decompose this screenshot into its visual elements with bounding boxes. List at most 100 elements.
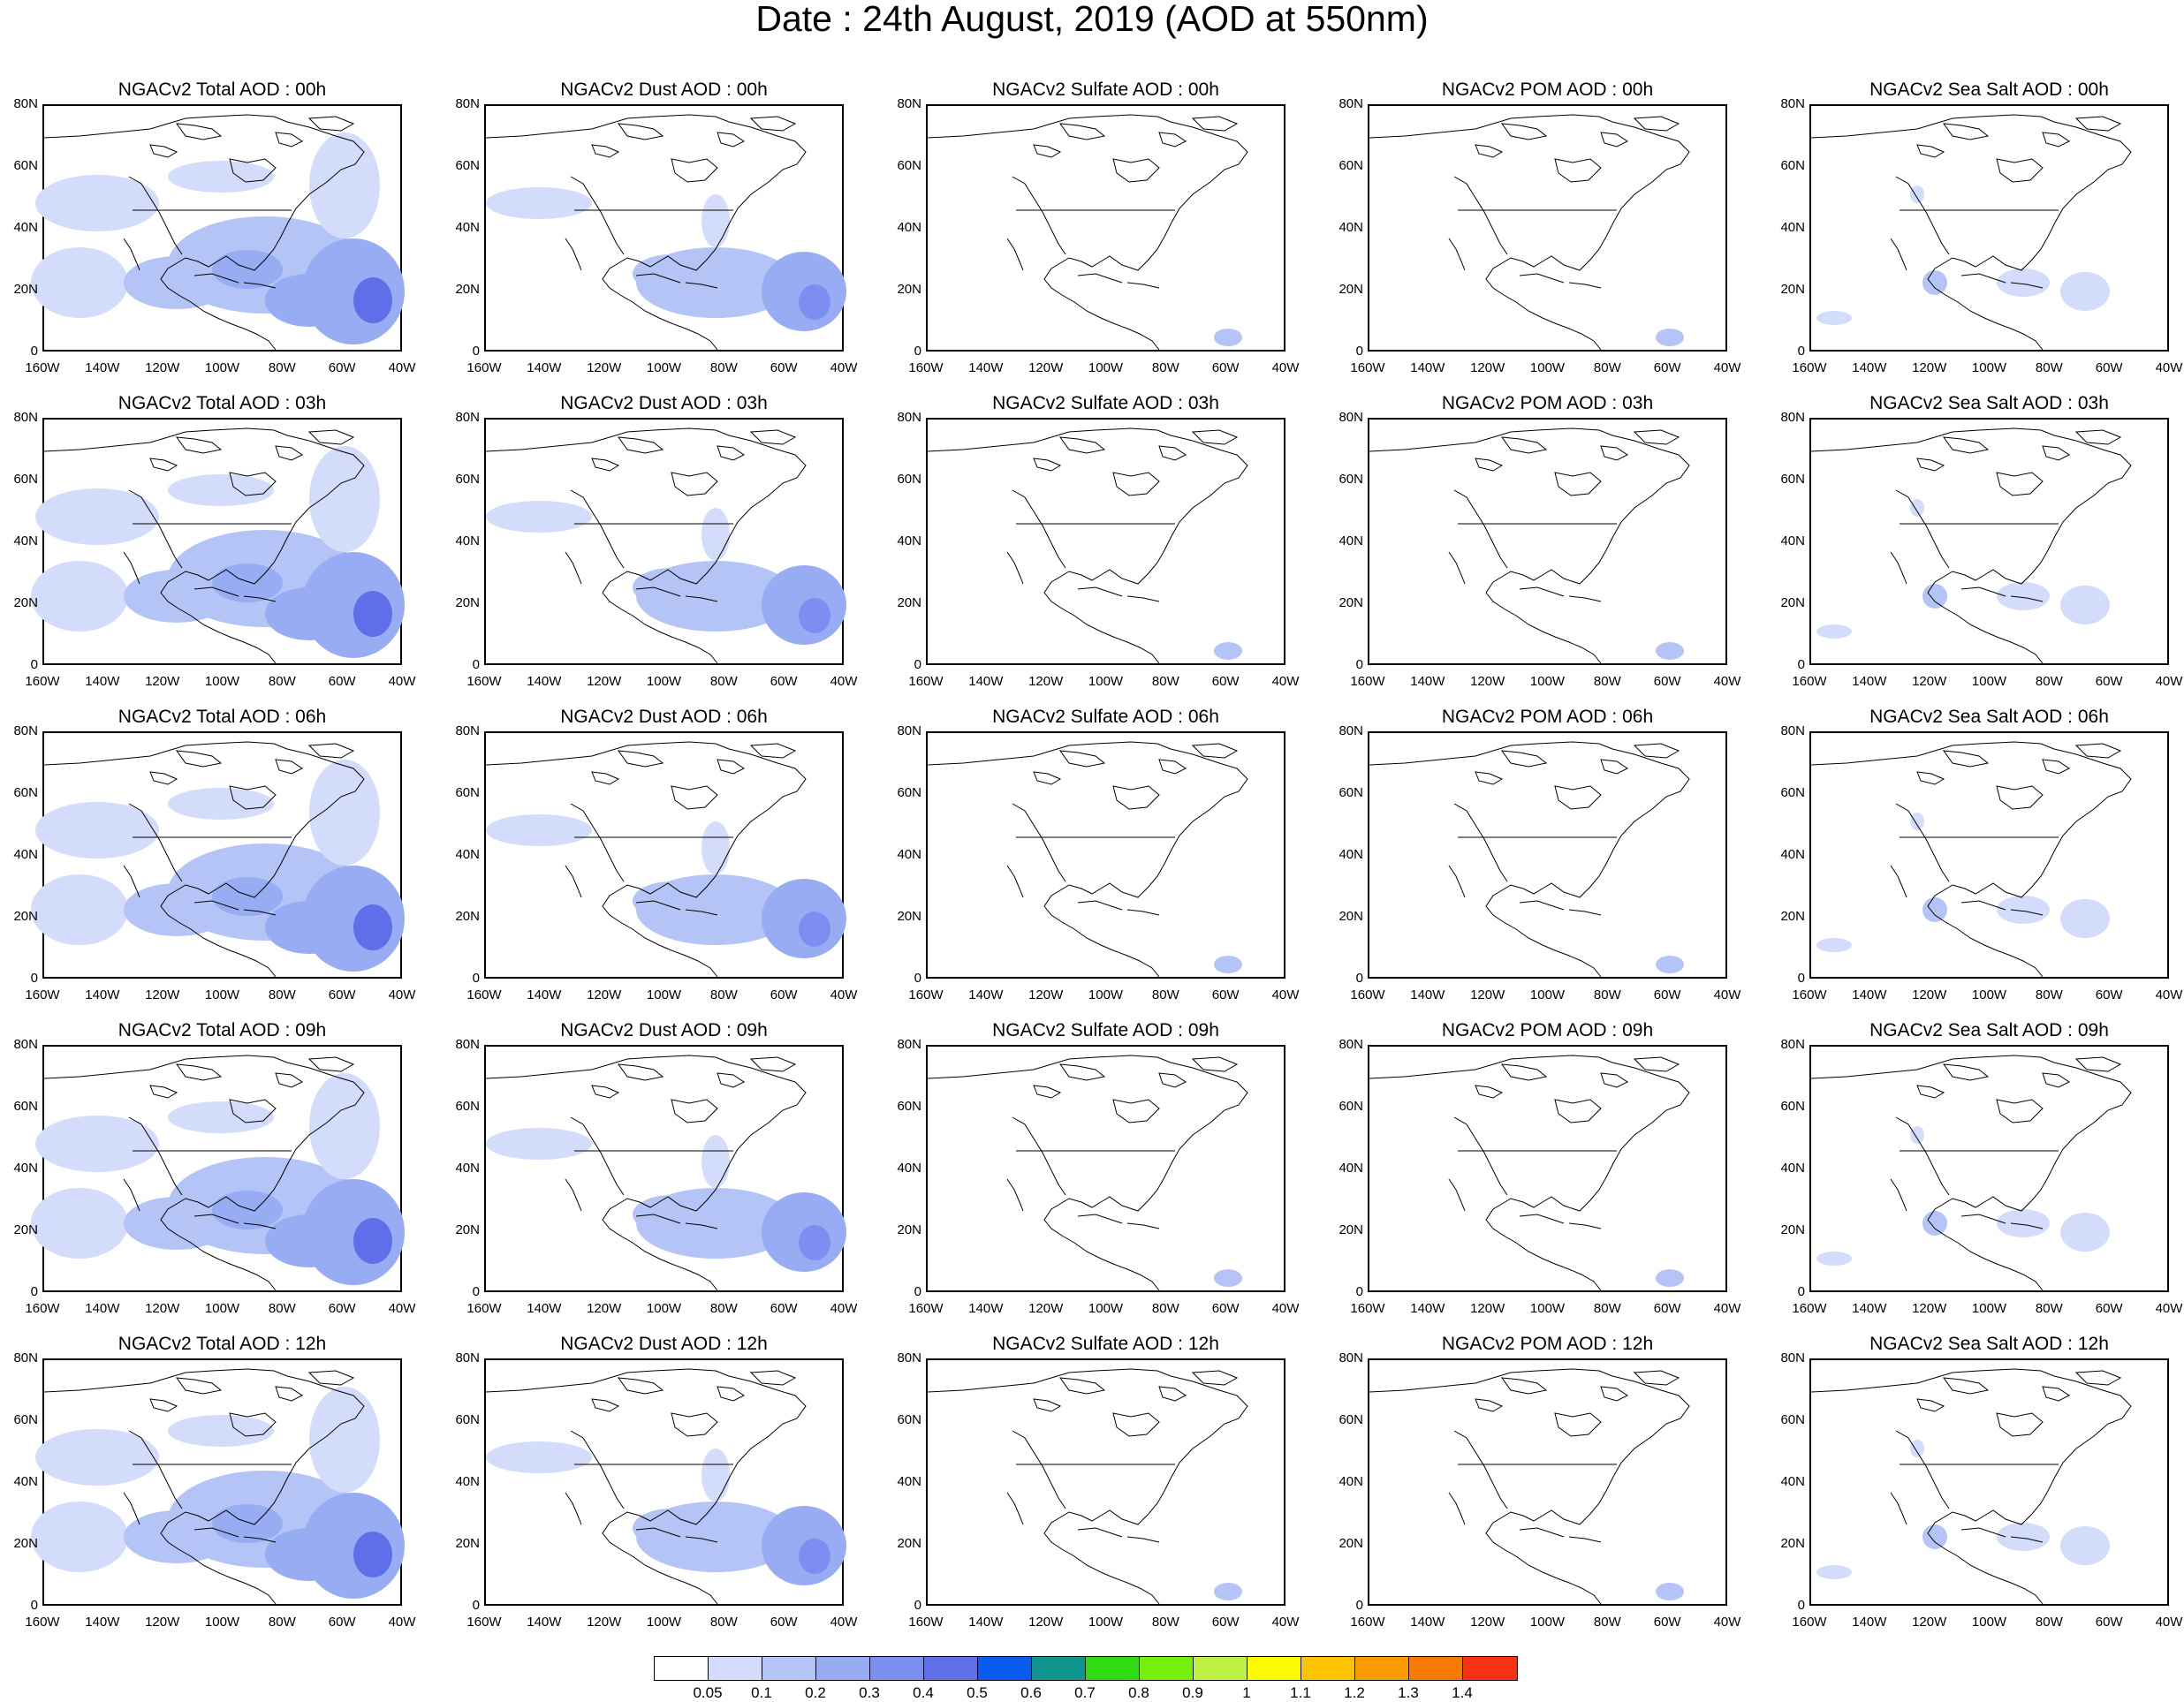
lat-tick-label: 60N	[1338, 158, 1363, 173]
lon-tick-label: 60W	[2095, 360, 2123, 375]
aod-shaded-region	[486, 814, 592, 846]
coastline	[1942, 123, 1990, 140]
lat-tick-label: 20N	[897, 595, 921, 610]
colorbar-swatch	[762, 1657, 816, 1680]
lon-tick-label: 160W	[25, 1615, 60, 1630]
coastline	[617, 1377, 664, 1395]
lat-tick-label: 80N	[1780, 96, 1805, 111]
coastline	[2042, 132, 2070, 148]
aod-shaded-region	[2060, 1526, 2110, 1565]
lon-tick-label: 120W	[1470, 674, 1505, 689]
coastline	[1519, 586, 1565, 597]
aod-shaded-region	[799, 912, 830, 947]
coastline	[2042, 1386, 2070, 1402]
aod-shaded-region	[633, 568, 710, 607]
panel-title: NGACv2 Dust AOD : 12h	[560, 1334, 768, 1354]
lat-tick-label: 40N	[13, 1161, 38, 1176]
panel-title: NGACv2 Dust AOD : 00h	[560, 79, 768, 100]
coastline	[1369, 427, 1690, 664]
lat-tick-label: 20N	[455, 282, 480, 297]
coastline	[1077, 1214, 1123, 1224]
coastline	[1810, 114, 2132, 351]
coastline	[565, 1178, 582, 1212]
coastline	[570, 1430, 625, 1509]
lat-tick-label: 60N	[1780, 1099, 1805, 1114]
aod-shaded-region	[1922, 897, 1947, 922]
lat-tick-label: 60N	[455, 1099, 480, 1114]
coastline	[1369, 741, 1690, 978]
coastline	[1475, 144, 1504, 158]
coastline	[1033, 1085, 1062, 1099]
lat-tick-label: 60N	[455, 785, 480, 800]
lon-tick-label: 120W	[1028, 987, 1064, 1002]
aod-shaded-region	[2060, 899, 2110, 938]
lon-tick-label: 140W	[1410, 1615, 1445, 1630]
lat-tick-label: 40N	[455, 847, 480, 862]
lon-tick-label: 160W	[1792, 1615, 1827, 1630]
coastline	[275, 759, 303, 775]
lat-tick-label: 20N	[13, 282, 38, 297]
aod-shaded-region	[1214, 1269, 1242, 1287]
lat-tick-label: 0	[1355, 1284, 1363, 1299]
aod-shaded-region	[1922, 270, 1947, 295]
lat-tick-label: 0	[1355, 344, 1363, 359]
map-panel	[31, 1358, 405, 1606]
aod-shaded-region	[633, 254, 710, 293]
map-panel	[926, 731, 1285, 979]
lat-tick-label: 80N	[455, 723, 480, 738]
coastline	[1191, 116, 1239, 132]
lat-tick-label: 20N	[897, 909, 921, 924]
colorbar-label: 1.2	[1344, 1684, 1365, 1701]
map-canvas	[927, 1368, 1248, 1605]
aod-shaded-region	[1910, 1126, 1924, 1144]
lon-tick-label: 100W	[1088, 1301, 1124, 1316]
coastline	[591, 771, 620, 785]
lon-tick-label: 100W	[1529, 987, 1566, 1002]
coastline	[1996, 785, 2044, 810]
coastline	[2074, 1056, 2122, 1072]
coastline	[570, 176, 625, 255]
lon-tick-label: 140W	[1852, 674, 1887, 689]
lat-tick-label: 80N	[455, 96, 480, 111]
lon-tick-label: 100W	[1971, 1301, 2007, 1316]
lon-tick-label: 100W	[204, 987, 240, 1002]
aod-shaded-region	[701, 194, 730, 247]
lon-tick-label: 40W	[388, 1301, 416, 1316]
coastline	[1500, 123, 1548, 140]
aod-shaded-region	[1656, 956, 1684, 973]
lon-tick-label: 120W	[1028, 1615, 1064, 1630]
lon-tick-label: 80W	[709, 1615, 738, 1630]
lon-tick-label: 80W	[709, 1301, 738, 1316]
aod-shaded-region	[265, 587, 353, 640]
lat-tick-label: 0	[1355, 971, 1363, 986]
lat-tick-label: 20N	[897, 282, 921, 297]
lon-tick-label: 120W	[145, 674, 180, 689]
aod-shaded-region	[35, 1116, 159, 1172]
coastline	[1058, 1063, 1106, 1081]
panel-title: NGACv2 POM AOD : 09h	[1441, 1020, 1654, 1040]
lon-tick-label: 80W	[2035, 987, 2063, 1002]
lat-tick-label: 40N	[1780, 220, 1805, 235]
aod-shaded-region	[265, 1214, 353, 1267]
coastline	[149, 458, 178, 472]
map-canvas	[927, 114, 1248, 351]
aod-shaded-region	[1214, 642, 1242, 660]
coastline	[1058, 750, 1106, 768]
map-panel	[1368, 1358, 1727, 1606]
aod-shaded-region	[31, 1188, 128, 1259]
lat-tick-label: 40N	[897, 847, 921, 862]
lat-tick-label: 0	[472, 1284, 480, 1299]
lon-tick-label: 100W	[204, 674, 240, 689]
coastline	[243, 909, 277, 916]
lon-tick-label: 100W	[204, 1301, 240, 1316]
lat-tick-label: 20N	[13, 1536, 38, 1551]
coastline	[565, 551, 582, 585]
lon-tick-label: 80W	[2035, 1615, 2063, 1630]
coastline	[1568, 282, 1602, 289]
coastline	[1448, 1492, 1466, 1525]
aod-shaded-region	[1816, 1565, 1852, 1579]
map-panel	[484, 1045, 846, 1292]
lon-tick-label: 140W	[1852, 987, 1887, 1002]
coastline	[1942, 1063, 1990, 1081]
colorbar-swatch	[924, 1657, 978, 1680]
